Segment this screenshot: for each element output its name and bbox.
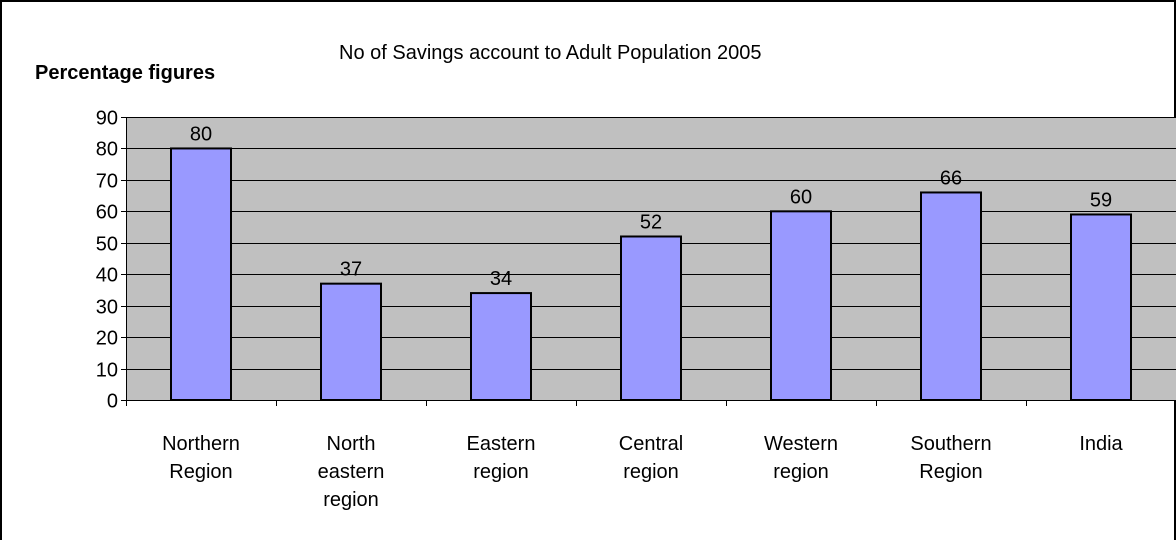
- x-tick-label-line: Region: [919, 461, 982, 483]
- x-tick-label-line: region: [323, 489, 379, 511]
- bar: [470, 292, 532, 402]
- x-tick-label: Northern Region: [162, 433, 240, 483]
- y-tick-label: 90: [96, 108, 118, 130]
- y-tick-label: 40: [96, 265, 118, 287]
- x-tick-label: Eastern region: [467, 433, 536, 483]
- y-tick-label: 80: [96, 139, 118, 161]
- y-tick-label: 0: [107, 391, 118, 413]
- bar: [620, 235, 682, 401]
- y-tick-label: 20: [96, 328, 118, 350]
- x-tick-label-line: eastern: [318, 461, 385, 483]
- y-tick-label: 50: [96, 234, 118, 256]
- bar: [770, 210, 832, 401]
- x-tick-label: North eastern region: [318, 433, 385, 511]
- data-label: 59: [1090, 189, 1112, 211]
- data-label: 37: [340, 259, 362, 281]
- x-tick-label: Central region: [619, 433, 683, 483]
- x-tick-label-line: Southern: [910, 433, 991, 455]
- x-tick-label: Southern Region: [910, 433, 991, 483]
- x-tick-label-line: Central: [619, 433, 683, 455]
- data-label: 34: [490, 268, 512, 290]
- x-tick-label-line: Western: [764, 433, 838, 455]
- chart-title: No of Savings account to Adult Populatio…: [339, 42, 762, 64]
- x-tick-label-line: Eastern: [467, 433, 536, 455]
- y-tick-label: 70: [96, 171, 118, 193]
- bar: [320, 282, 382, 401]
- data-label: 60: [790, 186, 812, 208]
- y-axis-title: Percentage figures: [35, 62, 216, 84]
- x-tick-label: Western region: [764, 433, 838, 483]
- x-tick-label-line: region: [773, 461, 829, 483]
- x-tick-label-line: region: [623, 461, 679, 483]
- y-tick-label: 10: [96, 360, 118, 382]
- data-label: 66: [940, 167, 962, 189]
- data-label: 52: [640, 211, 662, 233]
- bar: [1070, 213, 1132, 401]
- y-tick-label: 60: [96, 202, 118, 224]
- x-tick-label-line: India: [1079, 433, 1123, 455]
- data-label: 80: [190, 123, 212, 145]
- y-tick-label: 30: [96, 297, 118, 319]
- bar: [920, 191, 982, 401]
- x-tick-label: India: [1079, 433, 1123, 455]
- bar: [170, 147, 232, 401]
- x-tick-label-line: Northern: [162, 433, 240, 455]
- x-tick-label-line: Region: [169, 461, 232, 483]
- x-tick-label-line: region: [473, 461, 529, 483]
- x-tick-label-line: North: [327, 433, 376, 455]
